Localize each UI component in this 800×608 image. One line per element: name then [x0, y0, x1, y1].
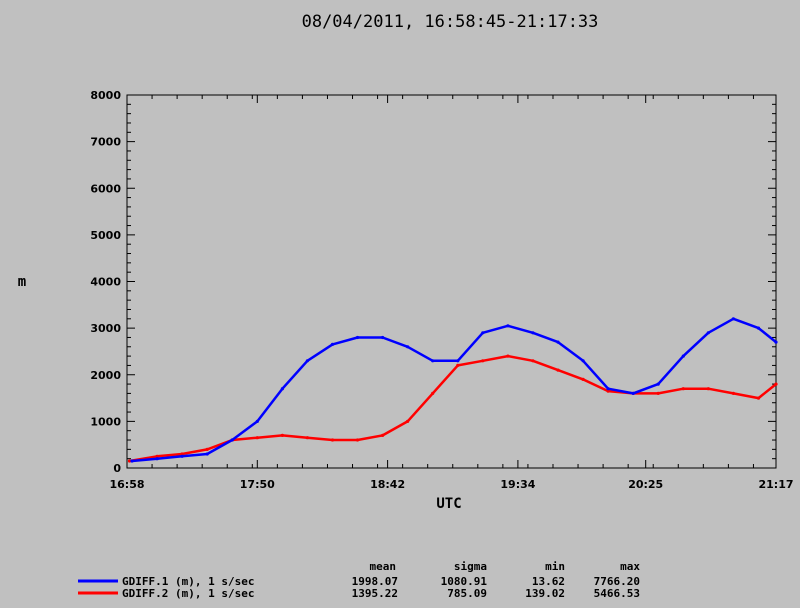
data-point-gdiff1 [130, 459, 134, 463]
data-point-gdiff2 [406, 419, 410, 423]
legend-max-gdiff2: 5466.53 [594, 587, 640, 600]
y-tick-label-7: 7000 [90, 136, 121, 149]
stats-header-mean: mean [370, 560, 397, 573]
data-point-gdiff2 [731, 391, 736, 395]
data-point-gdiff2 [556, 368, 560, 372]
data-point-gdiff1 [731, 317, 736, 321]
x-tick-label-3: 19:34 [500, 478, 535, 491]
x-tick-label-1: 17:50 [240, 478, 275, 491]
data-point-gdiff2 [656, 391, 660, 395]
data-point-gdiff2 [681, 387, 685, 391]
data-point-gdiff1 [656, 382, 660, 386]
data-point-gdiff1 [631, 391, 635, 395]
data-point-gdiff2 [280, 433, 284, 437]
legend-min-gdiff1: 13.62 [532, 575, 565, 588]
y-tick-label-3: 3000 [90, 322, 121, 335]
data-point-gdiff2 [581, 377, 585, 381]
data-point-gdiff2 [506, 354, 510, 358]
stats-header-max: max [620, 560, 640, 573]
data-point-gdiff1 [706, 331, 710, 335]
data-point-gdiff2 [706, 387, 710, 391]
legend-name-gdiff2: GDIFF.2 (m), 1 s/sec [122, 587, 254, 600]
data-point-gdiff2 [205, 447, 209, 451]
chart-title: 08/04/2011, 16:58:45-21:17:33 [302, 12, 599, 32]
data-point-gdiff1 [155, 457, 159, 461]
data-point-gdiff1 [230, 438, 234, 442]
y-tick-label-1: 1000 [90, 415, 121, 428]
data-point-gdiff2 [255, 436, 259, 440]
y-tick-label-8: 8000 [90, 89, 121, 102]
data-point-gdiff2 [431, 391, 435, 395]
data-point-gdiff1 [355, 335, 360, 340]
legend: mean sigma min max GDIFF.1 (m), 1 s/sec … [78, 560, 640, 600]
data-point-gdiff2 [756, 396, 761, 400]
y-tick-label-2: 2000 [90, 369, 121, 382]
data-point-gdiff1 [774, 340, 778, 344]
legend-sigma-gdiff2: 785.09 [447, 587, 487, 600]
data-point-gdiff2 [606, 389, 610, 393]
data-point-gdiff1 [330, 342, 335, 346]
data-point-gdiff2 [531, 359, 535, 363]
data-point-gdiff1 [406, 345, 410, 349]
data-point-gdiff1 [255, 419, 259, 423]
y-tick-label-5: 5000 [90, 229, 121, 242]
legend-mean-gdiff2: 1395.22 [352, 587, 398, 600]
x-tick-label-5: 21:17 [758, 478, 793, 491]
legend-max-gdiff1: 7766.20 [594, 575, 640, 588]
data-point-gdiff1 [531, 331, 535, 335]
legend-sigma-gdiff1: 1080.91 [441, 575, 488, 588]
y-axis-label: m [18, 274, 26, 290]
data-point-gdiff1 [205, 452, 209, 456]
data-point-gdiff2 [774, 382, 778, 386]
legend-min-gdiff2: 139.02 [525, 587, 565, 600]
data-point-gdiff1 [305, 359, 309, 363]
data-point-gdiff1 [556, 340, 560, 344]
x-axis-label: UTC [436, 496, 461, 512]
data-point-gdiff1 [456, 359, 460, 363]
x-tick-label-4: 20:25 [628, 478, 663, 491]
data-point-gdiff1 [180, 454, 184, 458]
x-tick-label-2: 18:42 [370, 478, 405, 491]
data-point-gdiff2 [456, 363, 460, 367]
data-point-gdiff2 [355, 438, 360, 442]
data-point-gdiff1 [506, 324, 510, 328]
data-point-gdiff1 [581, 359, 585, 363]
data-point-gdiff1 [481, 331, 485, 335]
data-point-gdiff1 [756, 326, 761, 330]
stats-header-sigma: sigma [454, 560, 487, 573]
data-point-gdiff2 [330, 438, 335, 442]
x-tick-label-0: 16:58 [109, 478, 144, 491]
data-point-gdiff2 [180, 452, 184, 456]
data-point-gdiff1 [280, 387, 284, 391]
data-point-gdiff2 [481, 359, 485, 363]
data-point-gdiff2 [381, 433, 385, 437]
plot-frame [126, 94, 777, 469]
y-tick-label-0: 0 [113, 462, 121, 475]
data-point-gdiff1 [431, 359, 435, 363]
legend-mean-gdiff1: 1998.07 [352, 575, 398, 588]
stats-header-min: min [545, 560, 565, 573]
data-point-gdiff1 [381, 335, 385, 340]
y-tick-label-4: 4000 [90, 276, 121, 289]
y-tick-label-6: 6000 [90, 182, 121, 195]
data-point-gdiff2 [305, 436, 309, 440]
data-point-gdiff2 [155, 454, 159, 458]
plot-area: 0 1000 2000 3000 4000 5000 6000 7000 8000 16:58 17… [90, 89, 793, 491]
data-point-gdiff2 [127, 459, 132, 463]
legend-name-gdiff1: GDIFF.1 (m), 1 s/sec [122, 575, 254, 588]
data-point-gdiff1 [606, 387, 610, 391]
data-point-gdiff1 [681, 354, 685, 358]
